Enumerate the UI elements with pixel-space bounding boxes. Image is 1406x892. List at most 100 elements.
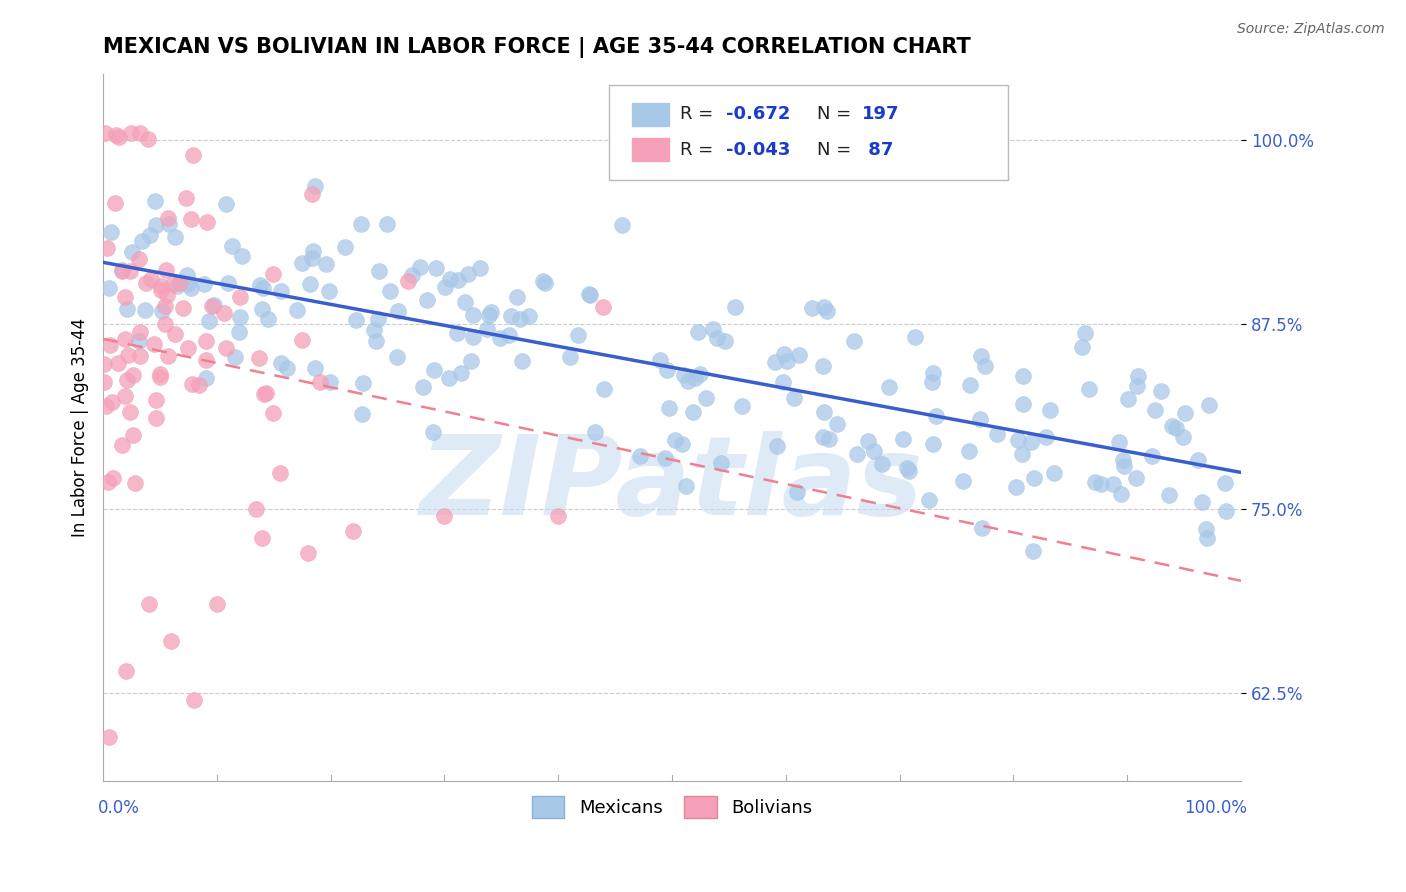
Point — [104, 196, 127, 211]
Point — [815, 304, 838, 318]
Point — [463, 308, 485, 322]
Point — [195, 215, 218, 229]
Point — [710, 456, 733, 470]
Text: 197: 197 — [862, 105, 900, 123]
Point — [174, 190, 197, 204]
Point — [811, 430, 834, 444]
Point — [658, 401, 681, 415]
Point — [671, 437, 693, 451]
Legend: Mexicans, Bolivians: Mexicans, Bolivians — [524, 789, 820, 825]
Point — [276, 361, 298, 376]
Point — [163, 326, 186, 341]
Point — [534, 276, 557, 290]
Point — [350, 218, 373, 232]
Point — [180, 212, 202, 227]
Point — [257, 311, 280, 326]
Point — [731, 399, 754, 413]
Point — [385, 350, 408, 364]
Point — [363, 323, 385, 337]
Point — [183, 693, 205, 707]
Point — [1126, 368, 1149, 383]
Point — [1195, 531, 1218, 545]
Point — [153, 299, 176, 313]
Point — [229, 290, 252, 304]
Point — [457, 268, 479, 282]
Point — [228, 310, 250, 325]
Point — [378, 284, 401, 298]
Text: -0.672: -0.672 — [725, 105, 790, 123]
Point — [706, 331, 728, 345]
Point — [1215, 504, 1237, 518]
Point — [124, 475, 146, 490]
Point — [169, 276, 191, 290]
Point — [115, 301, 138, 316]
Point — [765, 355, 787, 369]
Point — [180, 281, 202, 295]
Point — [107, 130, 129, 145]
Point — [149, 370, 172, 384]
Point — [387, 303, 409, 318]
Point — [247, 351, 270, 365]
Point — [439, 370, 461, 384]
Point — [160, 634, 183, 648]
Point — [156, 288, 179, 302]
Point — [166, 279, 188, 293]
Point — [478, 308, 501, 322]
Point — [129, 126, 152, 140]
Point — [433, 508, 456, 523]
Point — [254, 386, 277, 401]
Point — [506, 290, 529, 304]
Point — [825, 417, 848, 431]
Point — [682, 405, 704, 419]
Point — [1140, 449, 1163, 463]
Point — [98, 281, 121, 295]
Point — [120, 263, 142, 277]
Point — [578, 287, 600, 301]
Point — [176, 268, 198, 283]
Point — [138, 227, 160, 242]
Point — [468, 261, 491, 276]
Point — [454, 295, 477, 310]
Point — [1116, 392, 1139, 406]
Point — [115, 664, 138, 678]
Point — [101, 395, 124, 409]
Point — [215, 341, 238, 355]
Point — [547, 508, 569, 523]
Point — [1195, 522, 1218, 536]
Point — [177, 342, 200, 356]
Point — [114, 290, 136, 304]
Point — [121, 244, 143, 259]
Text: -0.043: -0.043 — [725, 141, 790, 159]
Point — [249, 278, 271, 293]
Point — [155, 263, 177, 277]
Point — [367, 312, 389, 326]
Point — [439, 272, 461, 286]
Point — [592, 300, 614, 314]
Point — [673, 368, 696, 382]
Point — [270, 284, 292, 298]
Point — [297, 546, 319, 560]
Point — [131, 234, 153, 248]
Point — [1019, 434, 1042, 449]
Point — [654, 450, 676, 465]
Point — [187, 377, 209, 392]
Point — [115, 373, 138, 387]
Point — [135, 276, 157, 290]
Point — [145, 392, 167, 407]
Point — [120, 126, 142, 140]
Point — [172, 301, 194, 315]
Point — [786, 485, 808, 500]
Point — [813, 405, 835, 419]
Point — [655, 363, 678, 377]
Point — [1109, 487, 1132, 501]
Point — [628, 449, 651, 463]
Point — [1108, 434, 1130, 449]
Text: MEXICAN VS BOLIVIAN IN LABOR FORCE | AGE 35-44 CORRELATION CHART: MEXICAN VS BOLIVIAN IN LABOR FORCE | AGE… — [103, 37, 972, 58]
Point — [498, 328, 520, 343]
Point — [111, 264, 134, 278]
Point — [1150, 384, 1173, 399]
Point — [583, 425, 606, 439]
FancyBboxPatch shape — [633, 103, 669, 126]
Point — [842, 334, 865, 349]
Point — [139, 272, 162, 286]
